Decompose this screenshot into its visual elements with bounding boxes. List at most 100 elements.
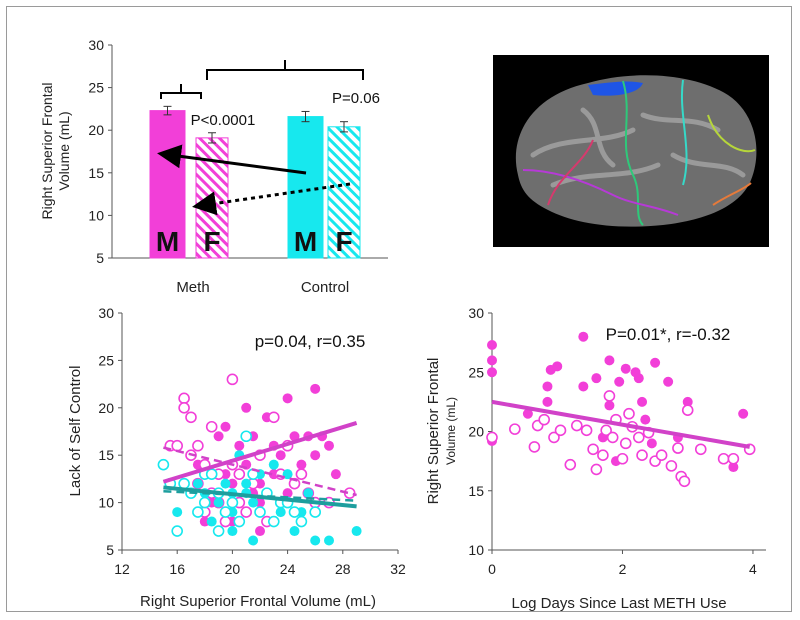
scatter1-point-meth_male [282,488,293,499]
scatter1-point-control_female [157,458,170,471]
scatter1-point-meth_male [310,383,321,394]
scatter2-point-male [650,357,661,368]
scatter2-point-male [633,373,644,384]
scatter1-point-meth_male [199,516,210,527]
scatter2-point-male [552,361,563,372]
scatter2-point-male [578,381,589,392]
scatter1-point-meth_female [192,439,204,452]
scatter1-point-control_female [295,515,308,528]
scatter1-point-meth_male [255,526,265,537]
scatter1-trend-meth_male [162,421,358,484]
scatter2-point-female [590,463,603,476]
scatter2-point-female [486,431,498,444]
scatter1-point-control_male [213,497,224,508]
scatter2-point-female [681,404,694,416]
scatter2-y-tick-label: 30 [468,305,484,321]
scatter2-point-female [665,460,678,472]
scatter2-y-tick-label: 15 [468,483,484,499]
scatter2-point-female [509,423,521,435]
scatter1-point-meth_female [178,392,190,405]
scatter1-stats: p=0.04, r=0.35 [255,332,366,351]
scatter1-point-meth_male [330,469,341,480]
bar-letter-label: M [156,226,179,257]
scatter1-point-control_female [199,496,211,509]
scatter1-point-meth_male [241,402,252,413]
scatter1-point-control_female [240,430,252,443]
scatter2-point-male [487,339,497,350]
scatter1-point-control_male [351,526,362,537]
scatter2-point-female [727,452,740,465]
scatter1-y-tick-label: 30 [98,305,114,321]
scatter2-y-axis-label-line2: Volume (mL) [444,397,458,465]
scatter2-point-male [614,376,625,387]
scatter2-y-axis-label-line1: Right Superior Frontal [425,358,442,505]
scatter1-point-control_male [172,507,183,518]
bar-y-tick-label: 20 [88,122,104,138]
scatter1-point-control_male [248,535,259,546]
bar-meth-m [149,110,186,259]
bar-letter-label: M [294,226,317,257]
scatter1-point-control_male [220,478,231,489]
scatter2-point-female [587,443,599,456]
scatter2-point-female [600,424,612,437]
scatter1-point-meth_male [275,450,286,461]
scatter1-point-meth_male [220,421,231,432]
scatter1-point-control_male [227,526,238,537]
scatter1-point-meth_female [185,411,197,424]
scatter1-point-control_female [192,506,204,518]
scatter1-point-meth_male [310,450,321,461]
scatter1-point-meth_female [171,439,183,452]
scatter2-point-female [603,390,616,402]
scatter1-point-meth_female [295,468,308,480]
scatter2-point-female [694,443,707,456]
scatter2-point-male [620,363,631,374]
scatter1-point-control_male [324,535,334,546]
scatter2-point-male [542,396,553,407]
scatter1-point-meth_male [324,440,334,451]
bar-y-axis-label: Right Superior FrontalVolume (mL) [39,83,72,220]
scatter1-y-tick-label: 15 [98,447,114,463]
scatter2-x-tick-label: 0 [488,561,496,577]
scatter1-point-control_male [268,459,279,470]
scatter1-point-control_female [205,468,218,480]
bracket-meth-mf [160,92,202,99]
scatter2-point-female [528,441,541,453]
scatter2-y-tick-label: 20 [468,424,484,440]
brain-render [515,75,757,227]
scatter2-point-male [604,400,615,411]
scatter2-trendline [491,399,751,449]
scatter1-x-tick-label: 28 [335,561,351,577]
scatter1-point-meth_male [296,459,307,470]
scatter1-point-control_female [233,515,246,528]
scatter1-y-tick-label: 5 [106,542,114,558]
bar-y-tick-label: 5 [96,250,104,266]
scatter2-point-female [717,452,730,465]
scatter1-point-control_male [248,497,259,508]
scatter1-x-axis-label: Right Superior Frontal Volume (mL) [140,593,376,610]
scatter1-point-control_female [309,506,322,518]
scatter1-point-control_female [171,525,183,537]
scatter2-point-female [636,449,648,462]
figure-frame [6,6,792,612]
scatter1-point-meth_male [234,440,245,451]
scatter1-point-control_female [226,496,239,509]
scatter2-point-male [728,462,739,473]
bar-letter-label: F [203,226,220,257]
scatter1-point-meth_male [227,478,238,489]
scatter1-point-control_male [206,516,217,527]
bar-y-tick-label: 25 [88,80,104,96]
scatter2-stats: P=0.01*, r=-0.32 [606,325,731,344]
scatter1-point-control_male [275,507,286,518]
scatter1-point-meth_male [255,497,265,508]
scatter2-point-male [604,355,615,366]
scatter1-y-axis-label: Lack of Self Control [67,366,84,497]
scatter1-point-meth_male [213,431,224,442]
scatter2-point-female [619,437,632,450]
bar-y-tick-label: 15 [88,165,104,181]
scatter2-y-tick-label: 25 [468,364,484,380]
scatter2-point-female [616,452,629,465]
arrow-male [157,144,307,175]
scatter2-point-male [542,381,553,392]
